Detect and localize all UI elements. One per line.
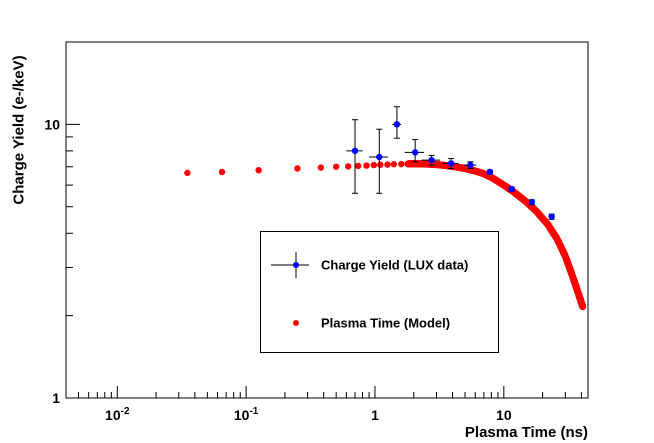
legend-label-lux: Charge Yield (LUX data) [321,257,469,273]
y-tick-label: 10 [44,116,60,132]
model-point [294,165,301,172]
model-point [218,168,226,176]
model-point [345,163,352,170]
model-point [332,163,340,170]
data-point [467,161,474,169]
model-point [354,162,362,170]
model-series [184,160,587,311]
data-point [393,121,401,128]
data-point [351,147,359,155]
data-point [486,168,494,176]
plot-frame [65,41,589,399]
model-point [317,164,325,171]
x-tick-label: 10-2 [105,406,130,423]
y-axis-label-wrap: Charge Yield (e-/keV) [8,40,30,220]
model-point [398,160,405,168]
model-point [255,167,262,174]
y-axis-ticks: 1 10 [44,41,80,406]
data-point [528,198,536,206]
data-point [428,156,435,164]
data-point [411,149,419,156]
x-axis-label: Plasma Time (ns) [464,424,588,441]
y-axis-label: Charge Yield (e-/keV) [10,55,28,205]
model-point [578,302,587,310]
data-point [447,160,455,167]
legend-entry-model: Plasma Time (Model) [261,308,498,338]
x-axis-ticks: 10-2 10-1 1 10 [65,386,582,423]
model-point [184,169,191,177]
data-point [548,213,555,220]
data-point [508,185,515,193]
data-point [376,153,383,161]
legend-entry-lux: Charge Yield (LUX data) [261,250,498,280]
legend: Charge Yield (LUX data) Plasma Time (Mod… [260,231,499,353]
x-tick-label: 1 [371,407,379,423]
y-tick-label: 1 [52,390,60,406]
legend-dot-marker [293,320,299,326]
x-tick-label: 10-1 [234,406,259,423]
model-point [390,161,398,168]
model-point [384,161,391,168]
x-tick-label: 10 [496,407,512,423]
legend-errorbar-marker [271,252,309,278]
model-point [363,162,370,169]
model-point [377,161,384,168]
lux-data-series [346,106,555,220]
legend-label-model: Plasma Time (Model) [321,315,451,331]
model-point [370,161,378,169]
